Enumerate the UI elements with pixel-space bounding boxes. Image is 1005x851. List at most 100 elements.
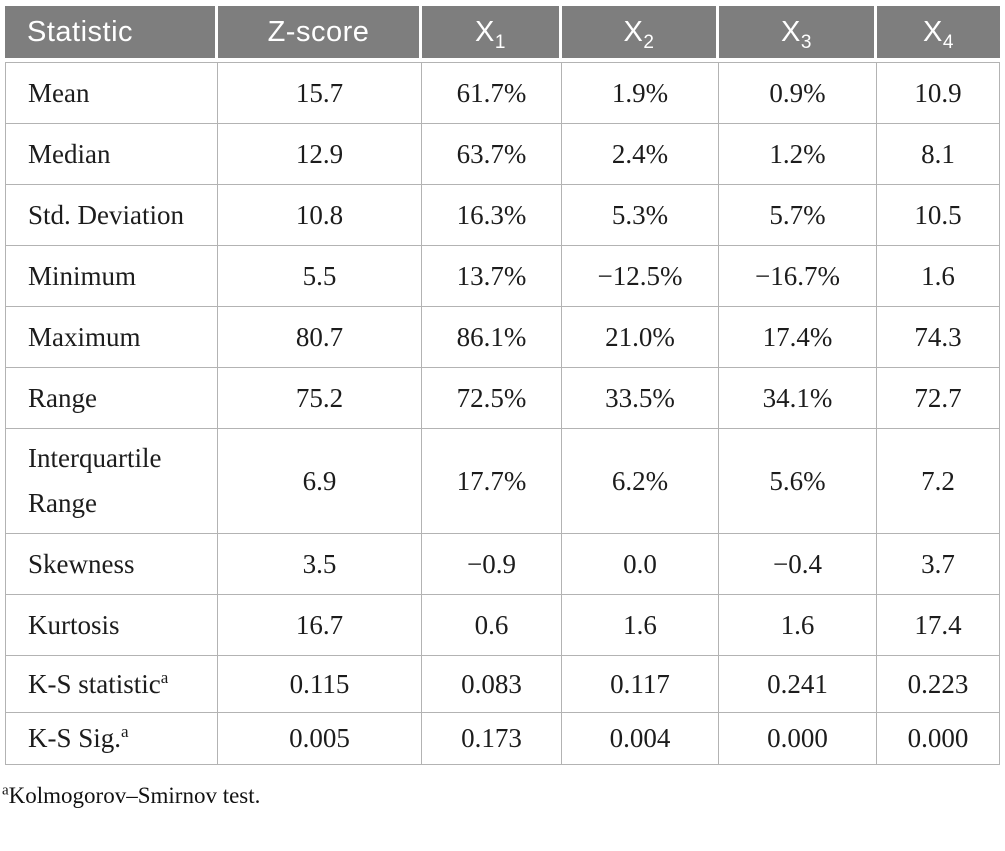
- column-header-subscript: 1: [494, 31, 506, 53]
- row-label: Interquartile Range: [5, 429, 218, 534]
- row-label: Kurtosis: [5, 595, 218, 656]
- table-cell: 17.4: [877, 595, 1000, 656]
- row-label-text: K-S statistic: [28, 668, 161, 699]
- table-cell: 2.4%: [562, 124, 719, 185]
- column-header-subscript: 3: [800, 31, 812, 53]
- table-cell: 5.7%: [719, 185, 877, 246]
- row-label-text: K-S Sig.: [28, 723, 122, 754]
- row-label-text: Minimum: [28, 260, 137, 291]
- row-label: Std. Deviation: [5, 185, 218, 246]
- column-header-label: X: [475, 15, 495, 48]
- row-label: Median: [5, 124, 218, 185]
- table-cell: 13.7%: [422, 246, 562, 307]
- column-header-label: X: [623, 15, 644, 48]
- table-cell: 21.0%: [562, 307, 719, 368]
- row-label: Mean: [5, 62, 218, 124]
- row-label: Skewness: [5, 534, 218, 595]
- table-cell: 17.7%: [422, 429, 562, 534]
- table-cell: 0.083: [422, 656, 562, 713]
- table-cell: 72.7: [877, 368, 1000, 429]
- column-header-x2: X2: [562, 6, 719, 62]
- table-cell: 5.3%: [562, 185, 719, 246]
- column-header-label: X: [923, 15, 943, 48]
- table-row-ks-sig: K-S Sig.a 0.005 0.173 0.004 0.000 0.000: [5, 713, 1000, 765]
- table-cell: 74.3: [877, 307, 1000, 368]
- table-cell: 33.5%: [562, 368, 719, 429]
- table-cell: 61.7%: [422, 62, 562, 124]
- table-cell: 0.173: [422, 713, 562, 765]
- column-header-label: Statistic: [27, 15, 134, 48]
- table-cell: 0.6: [422, 595, 562, 656]
- row-label-text: Kurtosis: [28, 609, 120, 640]
- table-cell: 3.5: [218, 534, 422, 595]
- table-cell: 10.5: [877, 185, 1000, 246]
- table-cell: 72.5%: [422, 368, 562, 429]
- row-label-text: Median: [28, 138, 111, 169]
- row-label-text: Mean: [28, 77, 90, 108]
- table-cell: 3.7: [877, 534, 1000, 595]
- footnote-marker: a: [121, 722, 129, 742]
- table-row-range: Range 75.2 72.5% 33.5% 34.1% 72.7: [5, 368, 1000, 429]
- column-header-x4: X4: [877, 6, 1000, 62]
- table-cell: 1.2%: [719, 124, 877, 185]
- table-row-kurtosis: Kurtosis 16.7 0.6 1.6 1.6 17.4: [5, 595, 1000, 656]
- table-cell: −0.4: [719, 534, 877, 595]
- row-label-text: Std. Deviation: [28, 199, 184, 230]
- table-row-maximum: Maximum 80.7 86.1% 21.0% 17.4% 74.3: [5, 307, 1000, 368]
- table-cell: 17.4%: [719, 307, 877, 368]
- table-cell: 5.6%: [719, 429, 877, 534]
- table-cell: 0.0: [562, 534, 719, 595]
- table-cell: 0.000: [719, 713, 877, 765]
- row-label: K-S Sig.a: [5, 713, 218, 765]
- table-cell: 0.223: [877, 656, 1000, 713]
- table-cell: 8.1: [877, 124, 1000, 185]
- table-row-std-deviation: Std. Deviation 10.8 16.3% 5.3% 5.7% 10.5: [5, 185, 1000, 246]
- table-cell: 80.7: [218, 307, 422, 368]
- footnote-text: Kolmogorov–Smirnov test.: [8, 783, 261, 808]
- table-row-interquartile-range: Interquartile Range 6.9 17.7% 6.2% 5.6% …: [5, 429, 1000, 534]
- table-cell: 1.6: [719, 595, 877, 656]
- table-cell: −12.5%: [562, 246, 719, 307]
- table-row-mean: Mean 15.7 61.7% 1.9% 0.9% 10.9: [5, 62, 1000, 124]
- table-row-skewness: Skewness 3.5 −0.9 0.0 −0.4 3.7: [5, 534, 1000, 595]
- column-header-zscore: Z-score: [218, 6, 422, 62]
- table-cell: −16.7%: [719, 246, 877, 307]
- table-cell: 7.2: [877, 429, 1000, 534]
- table-row-minimum: Minimum 5.5 13.7% −12.5% −16.7% 1.6: [5, 246, 1000, 307]
- row-label-text: Range: [28, 382, 97, 413]
- table-cell: −0.9: [422, 534, 562, 595]
- column-header-subscript: 4: [942, 31, 954, 53]
- row-label-text: Interquartile Range: [28, 443, 162, 518]
- footnote-marker: a: [2, 782, 9, 799]
- table-cell: 0.004: [562, 713, 719, 765]
- statistics-table: Statistic Z-score X1 X2 X3 X4 Mean 15.7 …: [5, 6, 1000, 765]
- table-cell: 1.6: [562, 595, 719, 656]
- table-header-row: Statistic Z-score X1 X2 X3 X4: [5, 6, 1000, 62]
- table-cell: 34.1%: [719, 368, 877, 429]
- table-row-median: Median 12.9 63.7% 2.4% 1.2% 8.1: [5, 124, 1000, 185]
- table-cell: 86.1%: [422, 307, 562, 368]
- column-header-x3: X3: [719, 6, 877, 62]
- table-cell: 6.2%: [562, 429, 719, 534]
- table-cell: 0.241: [719, 656, 877, 713]
- column-header-statistic: Statistic: [5, 6, 218, 62]
- column-header-label: X: [781, 15, 801, 48]
- table-cell: 5.5: [218, 246, 422, 307]
- table-cell: 0.005: [218, 713, 422, 765]
- row-label: Minimum: [5, 246, 218, 307]
- table-row-ks-statistic: K-S statistica 0.115 0.083 0.117 0.241 0…: [5, 656, 1000, 713]
- table-cell: 0.9%: [719, 62, 877, 124]
- table-cell: 1.6: [877, 246, 1000, 307]
- table-cell: 12.9: [218, 124, 422, 185]
- column-header-subscript: 2: [643, 31, 655, 53]
- row-label-text: Skewness: [28, 548, 135, 579]
- column-header-label: Z-score: [267, 15, 370, 48]
- table-cell: 0.000: [877, 713, 1000, 765]
- row-label: Range: [5, 368, 218, 429]
- table-cell: 15.7: [218, 62, 422, 124]
- table-cell: 16.3%: [422, 185, 562, 246]
- row-label: Maximum: [5, 307, 218, 368]
- row-label-text: Maximum: [28, 321, 141, 352]
- table-cell: 6.9: [218, 429, 422, 534]
